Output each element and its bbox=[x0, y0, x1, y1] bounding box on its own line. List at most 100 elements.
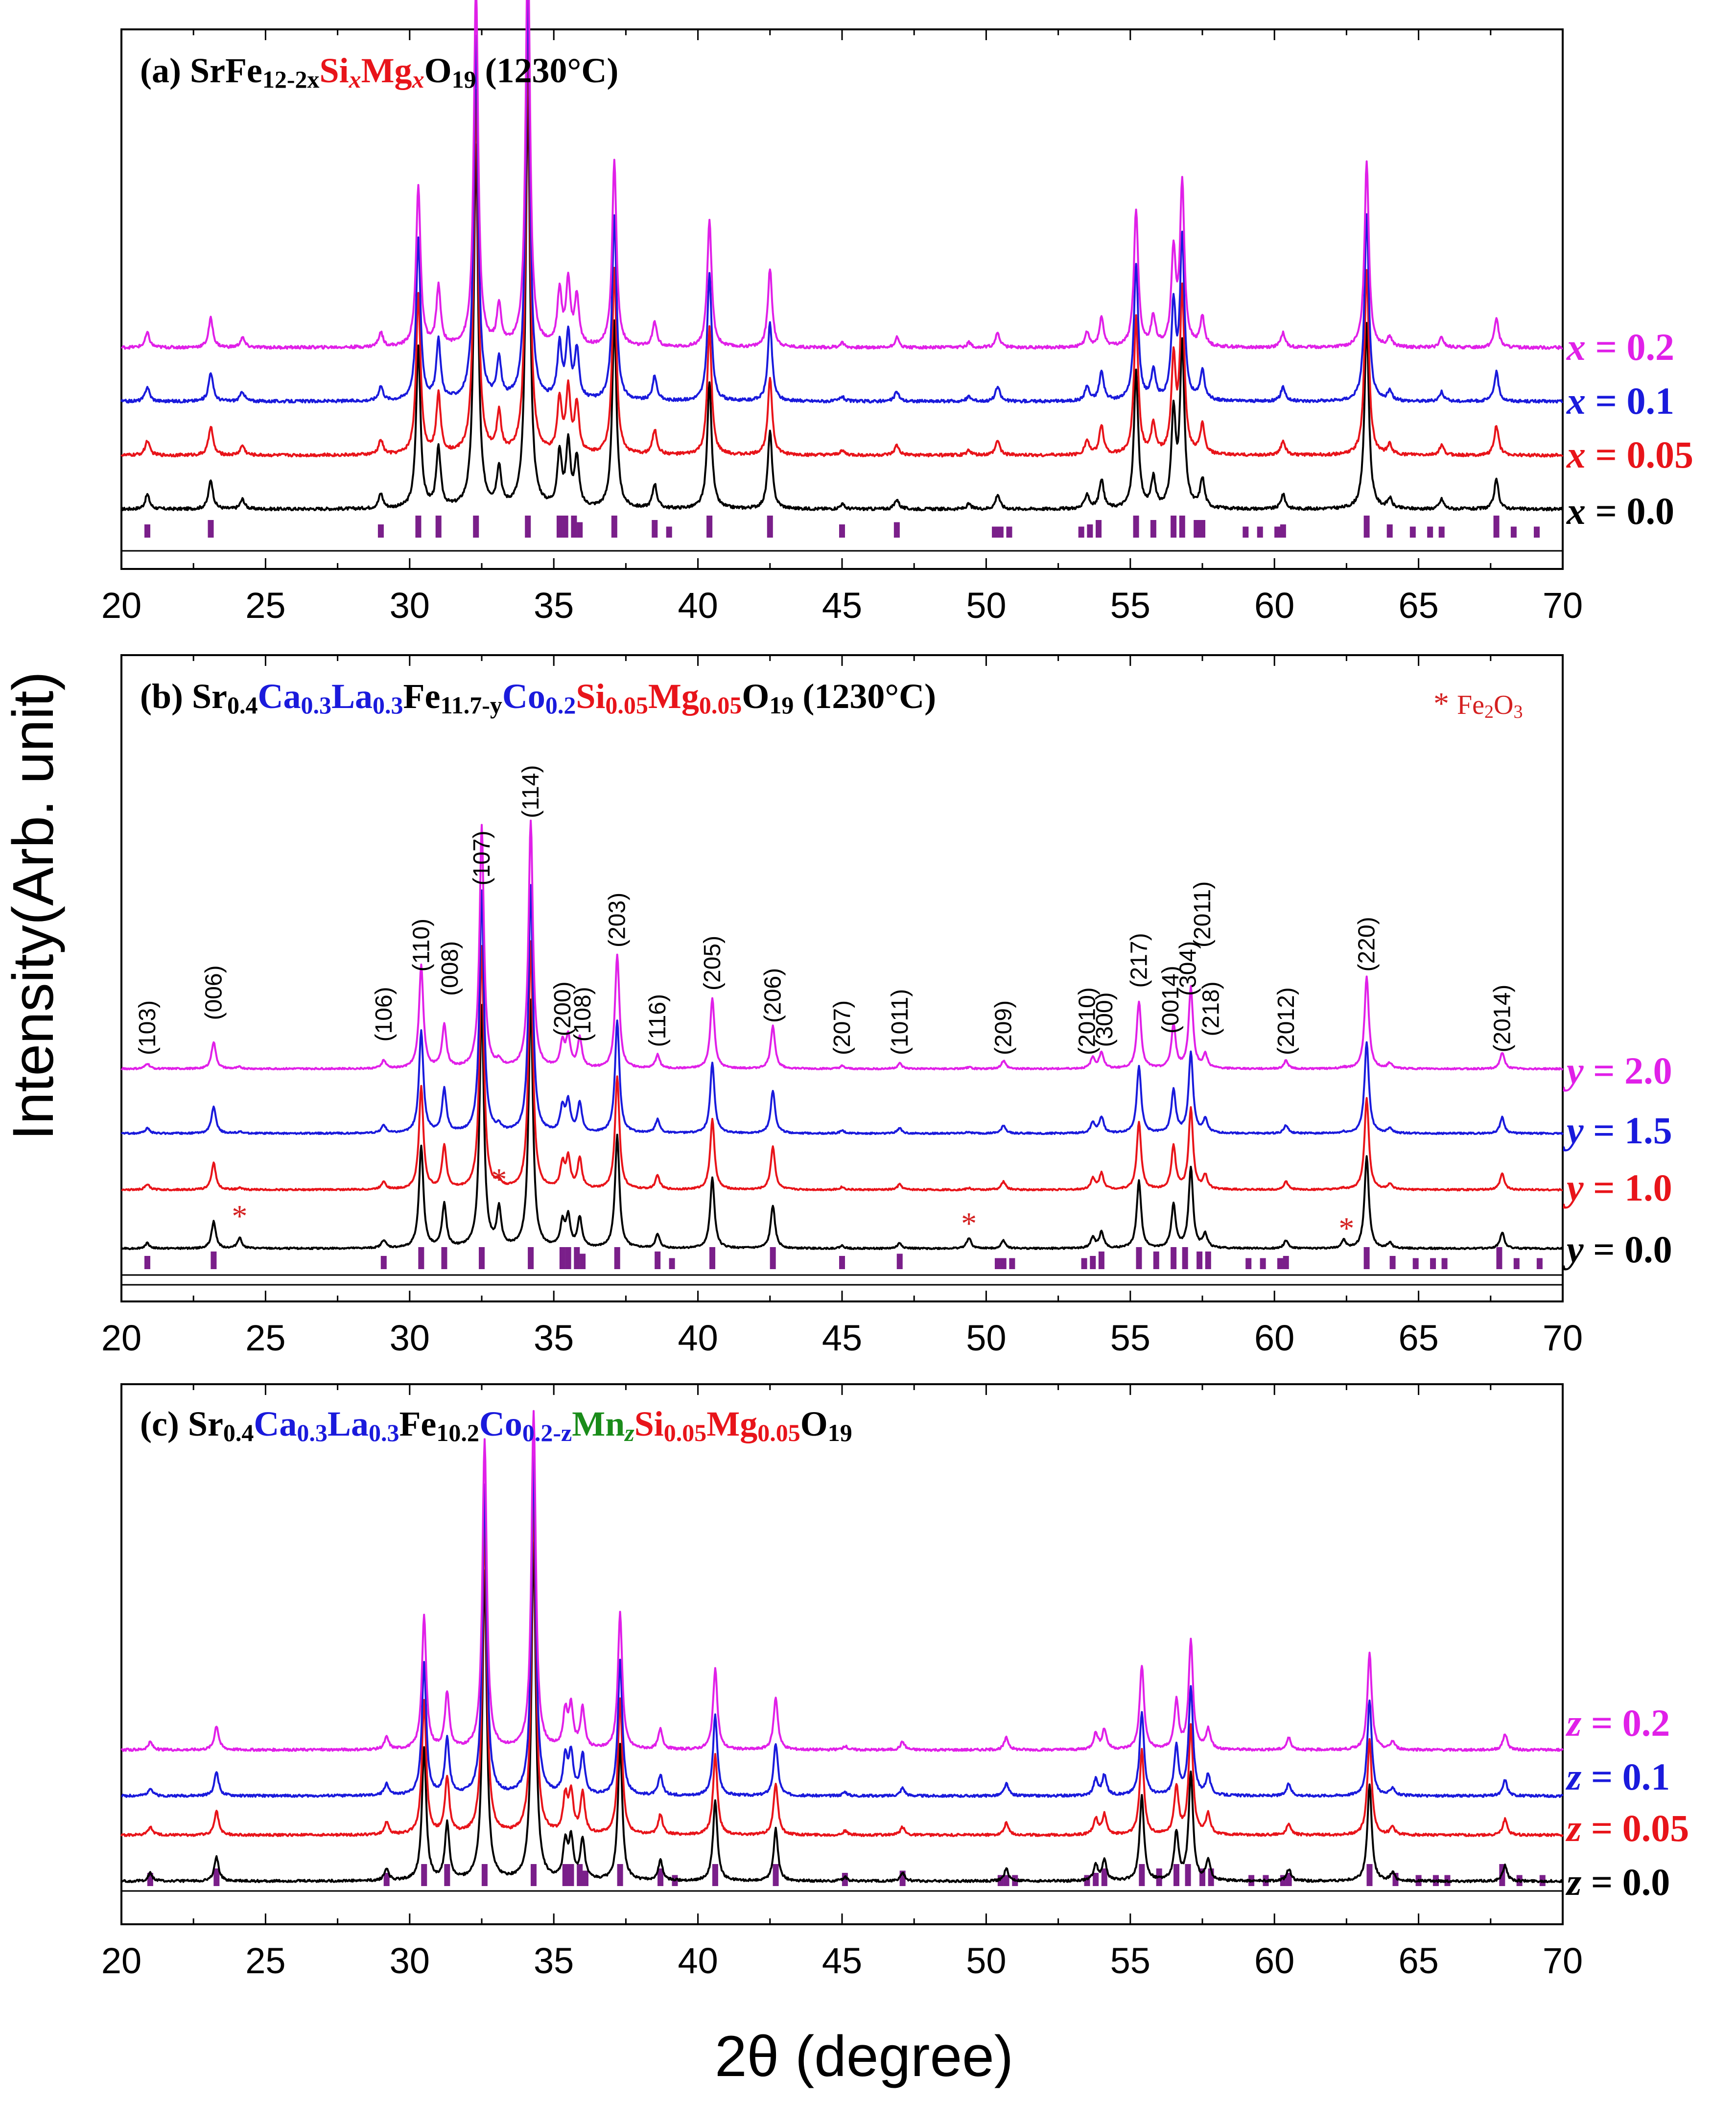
x-tick-label: 35 bbox=[534, 1318, 574, 1358]
reference-stick bbox=[208, 520, 214, 538]
x-tick-label: 50 bbox=[966, 1318, 1006, 1358]
reference-stick bbox=[574, 1247, 580, 1269]
miller-index-label: (2012) bbox=[1273, 987, 1299, 1055]
series-label: y = 1.5 bbox=[1563, 1109, 1672, 1152]
miller-index-label: (106) bbox=[371, 987, 397, 1041]
reference-stick bbox=[1006, 526, 1012, 538]
x-tick-label: 65 bbox=[1398, 585, 1438, 626]
reference-stick bbox=[415, 516, 422, 538]
x-tick-label: 45 bbox=[822, 585, 862, 626]
reference-stick bbox=[421, 1864, 427, 1886]
reference-stick bbox=[1286, 1873, 1292, 1886]
reference-stick bbox=[1243, 526, 1249, 538]
reference-stick bbox=[1194, 520, 1200, 538]
miller-index-label: (2010) bbox=[1075, 987, 1101, 1055]
x-tick-label: 55 bbox=[1110, 585, 1150, 626]
reference-stick bbox=[992, 526, 998, 538]
reference-stick bbox=[773, 1864, 779, 1886]
series-label: y = 2.0 bbox=[1563, 1049, 1672, 1092]
reference-stick bbox=[893, 522, 900, 538]
reference-stick bbox=[418, 1247, 424, 1269]
reference-stick bbox=[479, 1247, 485, 1269]
panel-b: 20 25 30 35 40 45 50 55 60 65 70 y = 0.0 y = 1.0 y = … bbox=[101, 654, 1672, 1358]
reference-stick bbox=[481, 1864, 488, 1886]
reference-stick bbox=[528, 1247, 534, 1269]
reference-stick bbox=[1101, 1868, 1107, 1886]
panel-title: (b) Sr0.4​Ca0.3​La0.3​Fe11.7-y​Co0.2​Si0… bbox=[140, 677, 936, 719]
x-tick-label: 25 bbox=[245, 585, 285, 626]
x-tick-label: 55 bbox=[1110, 1940, 1150, 1981]
reference-stick bbox=[1245, 1258, 1252, 1269]
reference-stick bbox=[1510, 526, 1517, 538]
xrd-trace-y-1.5 bbox=[120, 884, 1564, 1135]
reference-stick bbox=[994, 1258, 1001, 1269]
reference-stick bbox=[1534, 526, 1540, 538]
plot-frame bbox=[120, 1383, 1564, 1925]
miller-index-label: (1011) bbox=[887, 989, 913, 1055]
x-tick-label: 20 bbox=[101, 585, 141, 626]
x-tick-label: 20 bbox=[101, 1940, 141, 1981]
miller-index-label: (200) bbox=[550, 981, 576, 1036]
reference-stick bbox=[1003, 1875, 1009, 1886]
reference-stick bbox=[1438, 526, 1445, 538]
miller-index-label: (203) bbox=[605, 893, 631, 947]
reference-stick bbox=[1277, 1258, 1283, 1269]
plot-frame bbox=[120, 654, 1564, 1302]
series-label: x = 0.05 bbox=[1566, 433, 1693, 476]
miller-index-label: (108) bbox=[570, 987, 596, 1041]
reference-stick bbox=[1133, 516, 1139, 538]
reference-stick bbox=[1078, 526, 1084, 538]
reference-stick bbox=[580, 1253, 586, 1269]
impurity-star: * bbox=[232, 1199, 247, 1233]
miller-index-label: (217) bbox=[1126, 933, 1152, 988]
reference-stick bbox=[1205, 1252, 1211, 1269]
reference-stick bbox=[444, 1864, 450, 1886]
y-axis-label: Intensity(Arb. unit) bbox=[1, 671, 66, 1140]
miller-index-label: (0014) bbox=[1158, 966, 1184, 1034]
xrd-trace-z-0.2 bbox=[120, 1410, 1564, 1752]
xrd-trace-z-0.05 bbox=[120, 1496, 1564, 1838]
reference-stick bbox=[611, 516, 617, 538]
reference-stick bbox=[1363, 516, 1370, 538]
reference-stick bbox=[1150, 520, 1156, 538]
reference-stick bbox=[767, 516, 773, 538]
miller-index-label: (110) bbox=[408, 919, 434, 972]
x-tick-label: 35 bbox=[534, 1940, 574, 1981]
reference-stick bbox=[1513, 1258, 1520, 1269]
reference-stick bbox=[559, 1247, 565, 1269]
reference-stick bbox=[473, 516, 479, 538]
reference-stick bbox=[1179, 516, 1185, 538]
reference-stick bbox=[1196, 1252, 1203, 1269]
x-tick-label: 60 bbox=[1254, 1940, 1294, 1981]
reference-stick bbox=[1139, 1864, 1145, 1886]
reference-stick bbox=[377, 524, 384, 538]
series-label: z = 0.1 bbox=[1565, 1755, 1670, 1798]
miller-index-label: (008) bbox=[437, 941, 463, 996]
plot-frame bbox=[120, 28, 1564, 570]
reference-stick bbox=[565, 1247, 571, 1269]
x-axis-label: 2θ (degree) bbox=[715, 2024, 1013, 2089]
reference-stick bbox=[1096, 520, 1102, 538]
reference-stick bbox=[896, 1253, 903, 1269]
reference-stick bbox=[997, 526, 1004, 538]
reference-stick bbox=[1087, 524, 1093, 538]
miller-index-label: (114) bbox=[518, 765, 544, 819]
reference-stick bbox=[577, 522, 583, 538]
x-tick-label: 45 bbox=[822, 1940, 862, 1981]
series-label: z = 0.2 bbox=[1565, 1701, 1670, 1744]
panel-title: (a) SrFe12-2x​Six​Mgx​O19​ (1230°C) bbox=[140, 51, 618, 93]
reference-stick bbox=[1283, 1256, 1289, 1269]
reference-stick bbox=[1171, 516, 1177, 538]
xrd-trace-z-0.1 bbox=[121, 1455, 1564, 1798]
reference-stick bbox=[556, 516, 563, 538]
reference-stick bbox=[441, 1247, 447, 1269]
reference-stick bbox=[709, 1247, 716, 1269]
reference-stick bbox=[669, 1258, 675, 1269]
reference-stick bbox=[1274, 526, 1281, 538]
x-tick-label: 30 bbox=[390, 1318, 430, 1358]
reference-stick bbox=[712, 1864, 718, 1886]
reference-stick bbox=[1182, 1247, 1188, 1269]
miller-index-label: (207) bbox=[829, 1000, 855, 1055]
x-tick-label: 40 bbox=[678, 1318, 718, 1358]
